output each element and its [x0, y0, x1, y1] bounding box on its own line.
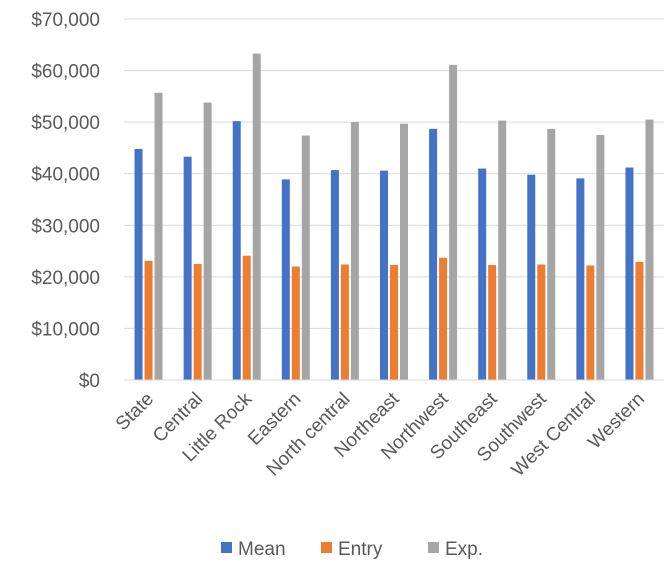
legend-swatch — [428, 542, 439, 553]
bar — [252, 53, 261, 380]
bar — [400, 123, 408, 380]
bar — [488, 264, 497, 380]
legend: Mean Entry Exp. — [221, 539, 483, 560]
bar — [547, 128, 556, 380]
bar — [291, 266, 300, 380]
series-mean — [134, 121, 634, 381]
y-axis-tick-labels: $0 $10,000 $20,000 $30,000 $40,000 $50,000 $60… — [31, 10, 100, 392]
y-tick-label: $30,000 — [31, 216, 100, 237]
series-entry — [144, 255, 644, 380]
y-tick-label: $60,000 — [31, 62, 100, 83]
legend-label: Exp. — [445, 539, 483, 560]
x-tick-label: State — [112, 389, 158, 435]
bar — [134, 148, 143, 380]
bar — [527, 174, 536, 380]
bar — [439, 257, 448, 380]
bar — [203, 102, 212, 380]
y-tick-label: $70,000 — [31, 10, 100, 31]
bar — [478, 168, 487, 380]
bar — [232, 121, 241, 381]
bar — [144, 260, 153, 380]
bar — [429, 128, 438, 380]
bar — [242, 255, 251, 380]
y-tick-label: $10,000 — [31, 319, 100, 340]
bar — [350, 122, 359, 381]
bar-series — [134, 53, 654, 381]
bar — [498, 120, 507, 381]
bar — [281, 179, 290, 380]
y-tick-label: $20,000 — [31, 268, 100, 289]
bar — [449, 64, 458, 381]
bar — [154, 92, 163, 381]
bar — [625, 167, 634, 380]
bar — [635, 261, 644, 380]
bar — [301, 135, 310, 380]
bar — [390, 264, 398, 380]
legend-swatch — [221, 542, 232, 553]
legend-swatch — [321, 542, 332, 553]
bar — [596, 135, 605, 380]
bar — [576, 178, 585, 380]
y-tick-label: $40,000 — [31, 165, 100, 186]
y-tick-label: $0 — [79, 371, 100, 392]
bar — [645, 119, 654, 381]
bar — [537, 264, 546, 380]
y-tick-label: $50,000 — [31, 113, 100, 134]
bar — [183, 156, 192, 380]
legend-label: Entry — [338, 539, 383, 560]
bar — [330, 170, 339, 380]
series-exp — [154, 53, 654, 381]
legend-label: Mean — [238, 539, 286, 560]
bar — [340, 264, 349, 380]
gridlines — [124, 18, 664, 329]
bar — [193, 263, 202, 380]
bar — [380, 170, 388, 380]
bar — [586, 265, 595, 380]
